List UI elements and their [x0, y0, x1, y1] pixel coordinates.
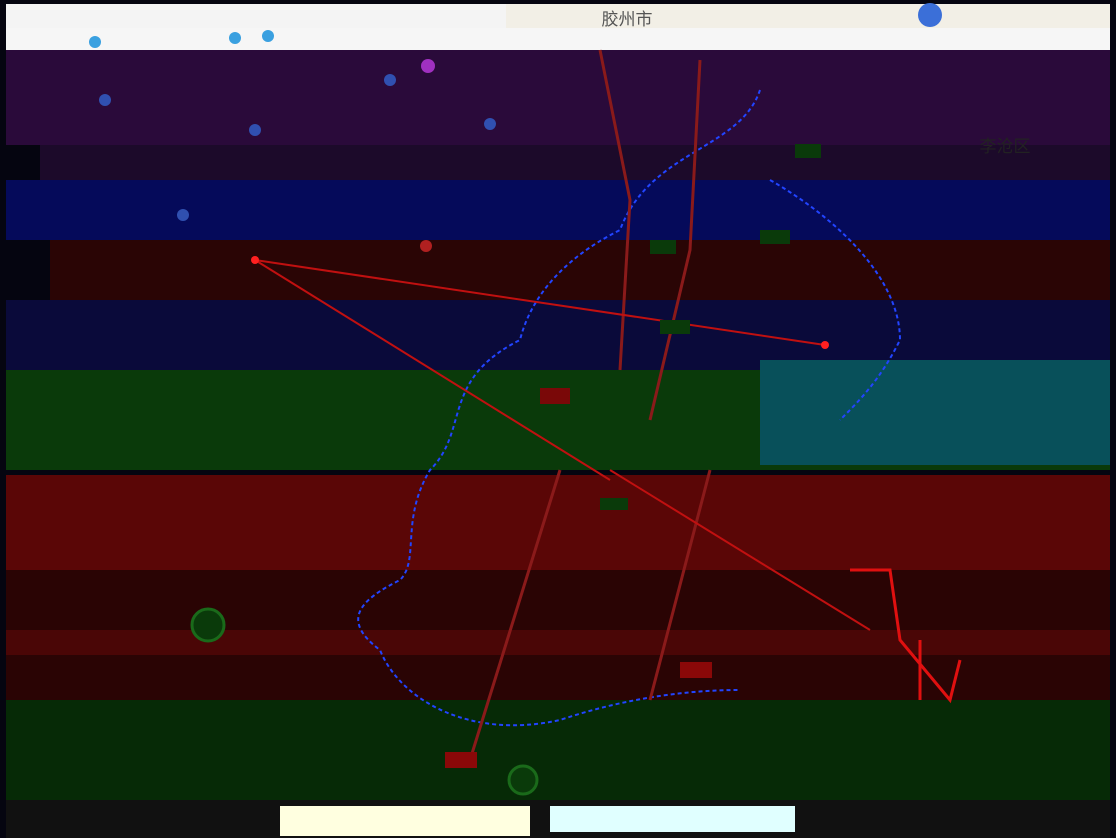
poi-icon[interactable]: [384, 74, 396, 86]
route: [254, 259, 611, 481]
road-shield: [680, 662, 712, 678]
poi-icon[interactable]: [421, 59, 435, 73]
poi-icon[interactable]: [420, 240, 432, 252]
map-label: 胶州市: [602, 10, 653, 30]
road-shield: [660, 320, 690, 334]
map-band: [50, 240, 1110, 300]
poi-icon[interactable]: [177, 209, 189, 221]
map-band: [6, 300, 1110, 370]
runway: [850, 568, 962, 704]
map-band: [280, 806, 530, 836]
road-shield: [760, 230, 790, 244]
coastline: [769, 179, 902, 421]
map-band: [6, 700, 1110, 800]
road-shield: [540, 388, 570, 404]
map-band: [6, 630, 1110, 655]
map-strip: [6, 28, 1110, 50]
map-band: [6, 50, 1110, 145]
poi-icon[interactable]: [262, 30, 274, 42]
park-icon[interactable]: [507, 764, 539, 796]
road-shield: [445, 752, 477, 768]
map-strip: [6, 4, 506, 28]
road-shield: [795, 144, 821, 158]
route-point[interactable]: [821, 341, 829, 349]
map-band: [6, 180, 1110, 240]
map-band: [760, 360, 1110, 465]
road-shield: [600, 498, 628, 510]
poi-icon[interactable]: [484, 118, 496, 130]
airport-icon[interactable]: [918, 3, 942, 27]
poi-icon[interactable]: [89, 36, 101, 48]
route: [254, 259, 826, 346]
road: [468, 49, 712, 761]
map-band: [40, 145, 1110, 180]
road-shield: [650, 240, 676, 254]
map-label: 李沧区: [980, 137, 1031, 157]
poi-icon[interactable]: [229, 32, 241, 44]
poi-icon[interactable]: [99, 94, 111, 106]
map-strip: [506, 4, 1110, 28]
park-icon[interactable]: [190, 607, 226, 643]
map-band: [6, 475, 1110, 570]
route-point[interactable]: [251, 256, 259, 264]
route: [609, 469, 871, 631]
poi-icon[interactable]: [249, 124, 261, 136]
map-band: [550, 806, 795, 832]
